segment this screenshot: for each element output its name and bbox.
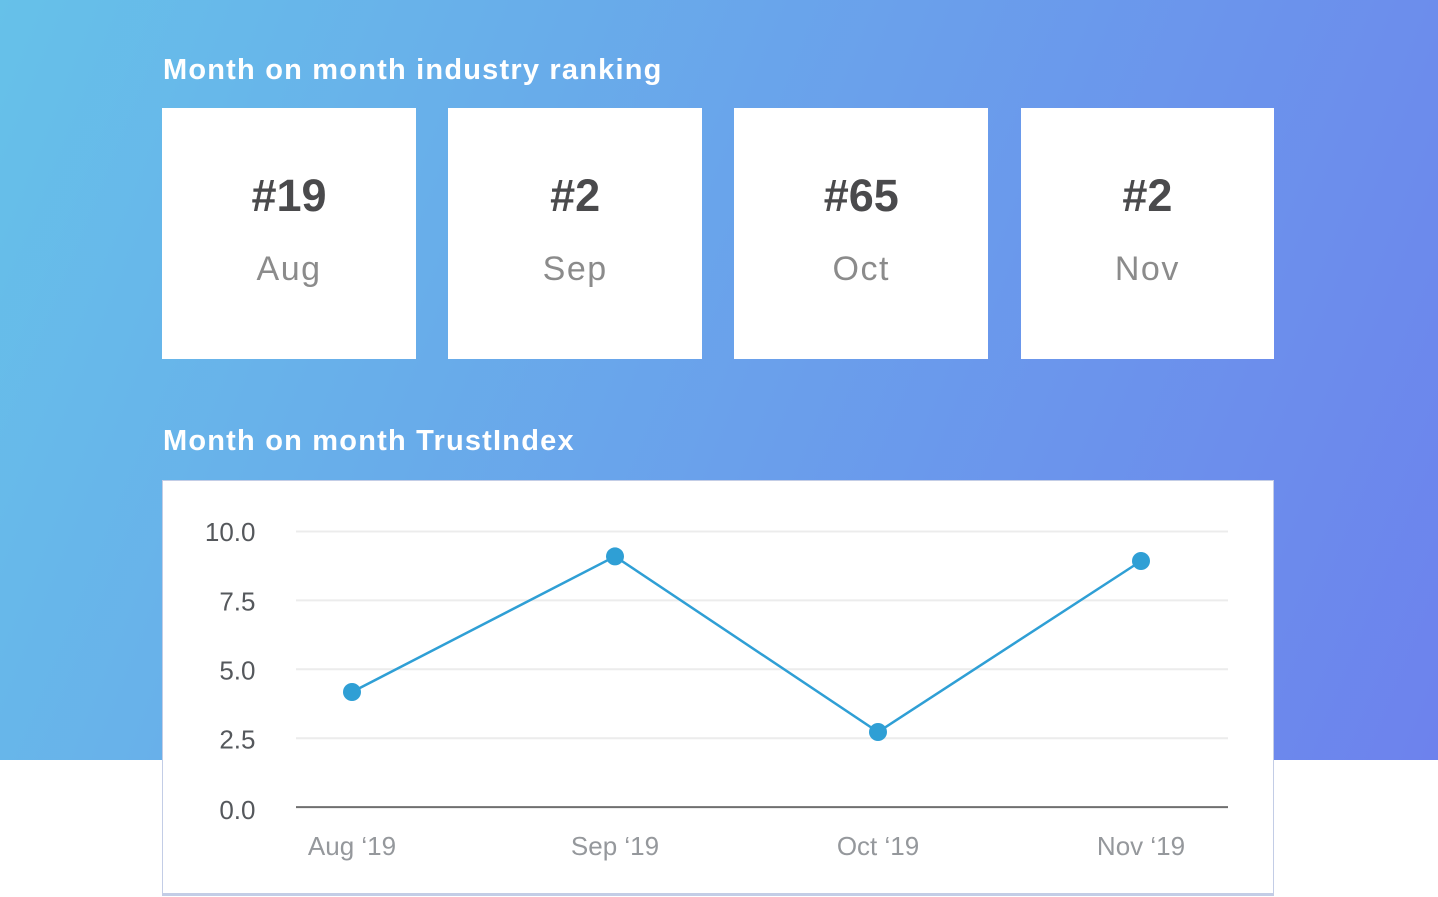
svg-text:7.5: 7.5	[219, 587, 255, 617]
svg-text:5.0: 5.0	[219, 656, 255, 686]
svg-text:2.5: 2.5	[219, 725, 255, 755]
svg-text:Aug ‘19: Aug ‘19	[308, 831, 396, 861]
svg-text:0.0: 0.0	[219, 795, 255, 825]
svg-text:Sep ‘19: Sep ‘19	[571, 831, 659, 861]
svg-text:Oct ‘19: Oct ‘19	[837, 831, 919, 861]
svg-text:10.0: 10.0	[205, 517, 256, 547]
svg-text:Nov ‘19: Nov ‘19	[1097, 831, 1185, 861]
